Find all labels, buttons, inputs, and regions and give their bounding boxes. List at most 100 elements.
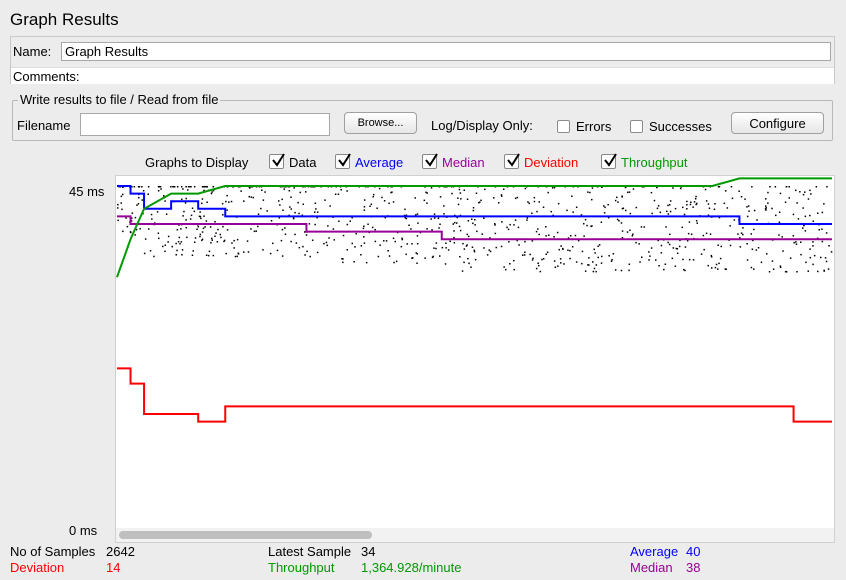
comments-field[interactable]: Comments: — [11, 67, 834, 84]
data-point — [190, 186, 192, 188]
data-point — [812, 245, 814, 247]
data-point — [695, 195, 697, 198]
data-point — [194, 241, 196, 243]
data-point — [621, 196, 623, 198]
data-point — [524, 187, 527, 190]
data-point — [556, 231, 559, 234]
data-point — [809, 189, 811, 192]
data-point — [812, 220, 814, 222]
data-point — [686, 208, 688, 210]
data-point — [374, 240, 377, 243]
average-stat-value: 40 — [686, 544, 701, 559]
data-checkbox[interactable] — [269, 153, 285, 169]
data-point — [622, 207, 625, 209]
data-point — [173, 186, 176, 188]
data-point — [415, 214, 417, 216]
graph-plot-area — [115, 175, 835, 543]
data-point — [635, 241, 637, 244]
data-point — [185, 186, 187, 188]
data-point — [628, 191, 631, 193]
data-point — [562, 247, 564, 250]
data-point — [210, 242, 212, 244]
data-point — [781, 236, 783, 238]
median-stat-value: 38 — [686, 560, 701, 575]
data-point — [221, 202, 224, 205]
data-point — [135, 228, 138, 231]
data-point — [725, 268, 727, 270]
data-point — [332, 228, 335, 230]
name-input[interactable] — [61, 42, 831, 61]
throughput-checkbox[interactable] — [601, 153, 617, 169]
data-point — [484, 188, 486, 191]
horizontal-scrollbar[interactable] — [116, 528, 834, 542]
data-point — [276, 249, 279, 252]
data-point — [393, 261, 395, 264]
data-point — [433, 217, 436, 219]
data-point — [581, 250, 584, 253]
configure-button[interactable]: Configure — [731, 112, 824, 134]
successes-checkbox[interactable] — [630, 120, 643, 133]
data-point — [729, 225, 731, 227]
data-point — [553, 186, 556, 189]
data-point — [199, 211, 201, 213]
data-point — [430, 187, 433, 189]
data-point — [676, 252, 679, 254]
filename-input[interactable] — [80, 113, 330, 136]
data-point — [210, 192, 213, 195]
browse-button[interactable]: Browse... — [344, 112, 417, 134]
data-point — [672, 247, 675, 249]
data-point — [753, 209, 756, 212]
data-point — [567, 237, 570, 239]
data-point — [598, 244, 601, 246]
data-point — [812, 241, 814, 243]
data-point — [220, 236, 222, 239]
data-point — [830, 251, 833, 253]
data-point — [705, 232, 708, 235]
data-point — [718, 186, 721, 188]
data-point — [264, 191, 266, 193]
data-point — [180, 228, 182, 230]
data-point — [583, 235, 585, 237]
data-point — [800, 241, 802, 243]
name-label: Name: — [13, 44, 52, 59]
data-point — [431, 256, 434, 259]
data-point — [314, 211, 316, 213]
data-point — [353, 261, 355, 263]
log-display-label: Log/Display Only: — [431, 118, 533, 133]
data-point — [710, 256, 713, 258]
data-point — [669, 204, 671, 206]
data-point — [177, 241, 180, 243]
median-checkbox[interactable] — [422, 153, 438, 169]
data-point — [266, 210, 268, 212]
data-point — [459, 229, 462, 232]
data-point — [813, 254, 816, 257]
data-point — [505, 268, 507, 271]
data-point — [695, 220, 698, 222]
deviation-series-line — [117, 367, 832, 423]
data-point — [593, 248, 595, 251]
average-series-line — [117, 185, 832, 225]
data-point — [143, 252, 146, 255]
data-point — [365, 261, 368, 264]
deviation-checkbox[interactable] — [504, 153, 520, 169]
data-point — [643, 226, 645, 228]
data-point — [796, 202, 798, 204]
data-point — [294, 233, 296, 236]
data-point — [760, 261, 763, 264]
data-point — [290, 196, 292, 198]
data-point — [439, 196, 442, 198]
data-point — [667, 241, 669, 244]
data-point — [215, 232, 217, 234]
scrollbar-thumb[interactable] — [119, 531, 372, 539]
data-point — [674, 265, 677, 267]
data-point — [461, 270, 464, 272]
data-point — [683, 268, 685, 271]
data-point — [821, 228, 823, 230]
data-point — [456, 216, 458, 219]
data-point — [590, 225, 592, 228]
average-checkbox[interactable] — [335, 153, 351, 169]
data-point — [281, 228, 284, 231]
data-point — [740, 196, 743, 198]
errors-checkbox[interactable] — [557, 120, 570, 133]
data-point — [479, 201, 481, 203]
